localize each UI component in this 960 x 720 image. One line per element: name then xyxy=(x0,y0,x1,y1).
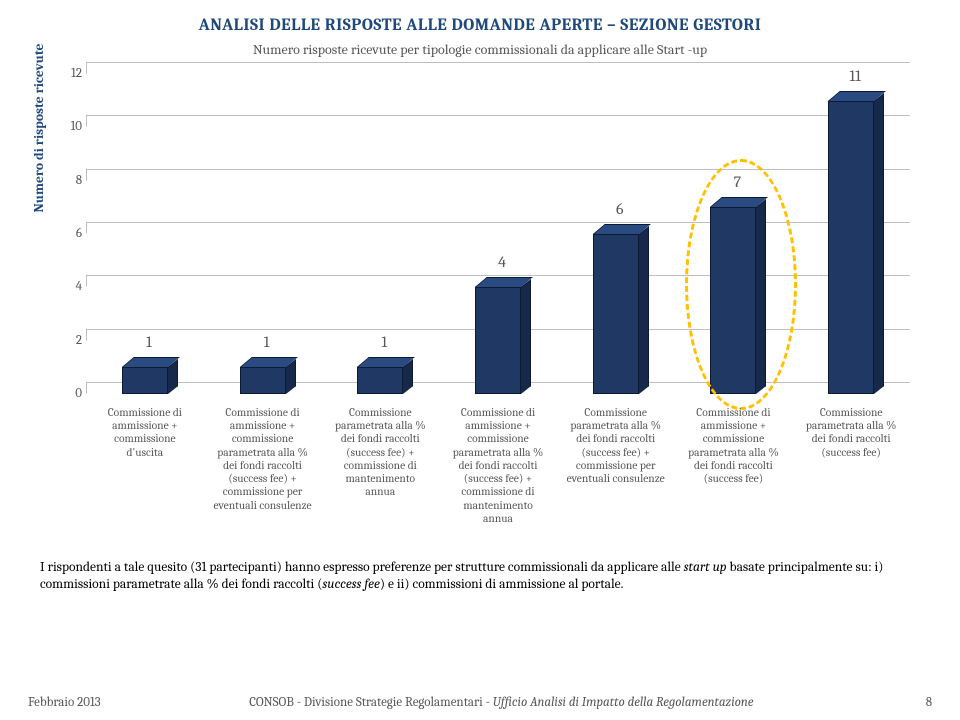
bar-value-label: 1 xyxy=(119,333,179,351)
footer: Febbraio 2013 CONSOB - Divisione Strateg… xyxy=(28,695,932,710)
note-part: ) e ii) commissioni di ammissione al por… xyxy=(380,577,624,592)
x-category-label: Commissione di ammissione + commissione … xyxy=(448,406,548,525)
page-root: ANALISI DELLE RISPOSTE ALLE DOMANDE APER… xyxy=(0,0,960,720)
x-category-label: Commissione parametrata alla % dei fondi… xyxy=(330,406,430,499)
bar-value-label: 1 xyxy=(237,333,297,351)
x-category-label: Commissione di ammissione + commissione … xyxy=(683,406,783,485)
note-italic: start up xyxy=(684,560,727,575)
x-axis-labels: Commissione di ammissione + commissione … xyxy=(86,406,910,556)
y-tick: 4 xyxy=(64,279,82,294)
highlight-ellipse-shape xyxy=(685,159,797,410)
gridline xyxy=(86,62,910,74)
note-italic: success fee xyxy=(322,577,379,592)
y-tick: 2 xyxy=(64,333,82,348)
bar-front xyxy=(475,287,521,394)
bar-value-label: 11 xyxy=(825,67,885,85)
y-tick: 6 xyxy=(64,226,82,241)
note-part: I rispondenti a tale quesito (31 parteci… xyxy=(40,560,684,575)
bar-value-label: 6 xyxy=(590,200,650,218)
x-category-label: Commissione parametrata alla % dei fondi… xyxy=(801,406,901,459)
note-text: I rispondenti a tale quesito (31 parteci… xyxy=(40,560,920,594)
chart-subtitle: Numero risposte ricevute per tipologie c… xyxy=(28,41,932,58)
footer-center: CONSOB - Divisione Strategie Regolamenta… xyxy=(101,695,902,710)
plot-area: 11146711 xyxy=(86,74,910,394)
y-tick: 0 xyxy=(64,386,82,401)
bar-value-label: 1 xyxy=(354,333,414,351)
bar-side xyxy=(521,280,531,394)
bar-chart: Numero di risposte ricevute 024681012 11… xyxy=(40,68,920,558)
bar-side xyxy=(874,93,884,394)
footer-office: Ufficio Analisi di Impatto della Regolam… xyxy=(493,695,754,710)
y-axis-label: Numero di risposte ricevute xyxy=(32,18,47,238)
bar-side xyxy=(639,226,649,394)
bar-front xyxy=(122,367,168,394)
x-category-label: Commissione di ammissione + commissione … xyxy=(213,406,313,512)
y-tick: 12 xyxy=(64,66,82,81)
bar-front xyxy=(593,234,639,394)
footer-date: Febbraio 2013 xyxy=(28,695,101,710)
y-tick: 10 xyxy=(64,119,82,134)
bar-front xyxy=(357,367,403,394)
x-category-label: Commissione di ammissione + commissione … xyxy=(95,406,195,459)
bar-front xyxy=(828,101,874,394)
x-category-label: Commissione parametrata alla % dei fondi… xyxy=(566,406,666,485)
footer-org: CONSOB - Divisione Strategie Regolamenta… xyxy=(249,695,493,710)
bar-front xyxy=(240,367,286,394)
y-tick: 8 xyxy=(64,173,82,188)
footer-page-number: 8 xyxy=(902,695,932,710)
bar-value-label: 4 xyxy=(472,253,532,271)
page-title: ANALISI DELLE RISPOSTE ALLE DOMANDE APER… xyxy=(28,16,932,35)
